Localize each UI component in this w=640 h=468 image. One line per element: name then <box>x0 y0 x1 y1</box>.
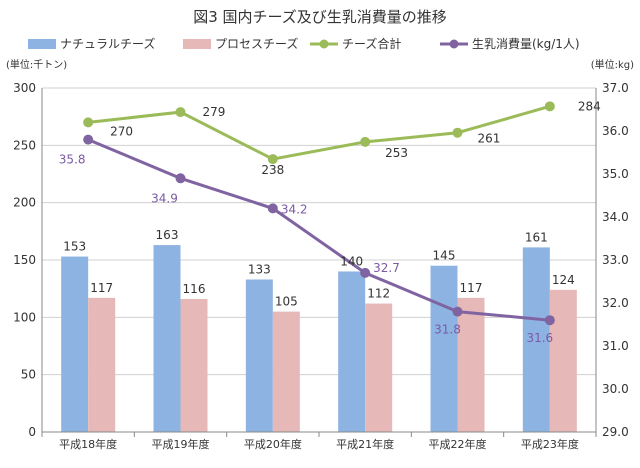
bar-value-label: 117 <box>460 281 483 295</box>
right-tick-label: 37.0 <box>602 81 629 95</box>
cheese-total-label: 270 <box>110 124 133 138</box>
milk-consumption-label: 35.8 <box>59 153 86 167</box>
axes: 0 50 100 150 200 250 300 29.0 30.0 31.0 32.0 33.0 34… <box>13 81 629 451</box>
bar-value-label: 105 <box>275 295 298 309</box>
right-tick-label: 35.0 <box>602 167 629 181</box>
point-cheese-total <box>544 101 555 112</box>
category-label: 平成23年度 <box>521 437 579 451</box>
bar-value-label: 140 <box>340 254 363 268</box>
bar-natural-cheese <box>430 265 458 432</box>
bar-value-label: 161 <box>525 230 548 244</box>
bar-value-label: 153 <box>63 240 86 254</box>
chart-title: 図3 国内チーズ及び生乳消費量の推移 <box>193 8 447 26</box>
bar-process-cheese <box>88 297 116 432</box>
point-milk-consumption <box>175 173 186 184</box>
milk-consumption-label: 32.7 <box>373 261 400 275</box>
bar-value-label: 117 <box>90 281 113 295</box>
right-tick-label: 29.0 <box>602 425 629 439</box>
bar-natural-cheese <box>61 256 89 432</box>
legend-entry: ナチュラルチーズ <box>60 36 155 51</box>
legend-swatch <box>183 39 211 49</box>
left-tick-label: 200 <box>13 196 36 210</box>
bar-process-cheese <box>457 297 485 432</box>
point-cheese-total <box>360 136 371 147</box>
cheese-total-label: 238 <box>261 163 284 177</box>
right-tick-label: 34.0 <box>602 210 629 224</box>
bar-natural-cheese <box>522 247 550 432</box>
category-label: 平成18年度 <box>59 437 117 451</box>
point-cheese-total <box>452 127 463 138</box>
data-labels: 153 163 133 140 145 161 117 116 105 112 117 124 270 2… <box>59 99 601 345</box>
legend-entry: 生乳消費量(kg/1人) <box>472 36 580 51</box>
point-milk-consumption <box>83 134 94 145</box>
category-label: 平成22年度 <box>429 437 487 451</box>
bar-value-label: 116 <box>183 282 206 296</box>
left-tick-label: 150 <box>13 253 36 267</box>
legend-swatch <box>28 39 56 49</box>
legend-marker <box>449 39 459 49</box>
point-milk-consumption <box>452 306 463 317</box>
bar-value-label: 124 <box>552 273 575 287</box>
bar-natural-cheese <box>153 245 181 432</box>
right-tick-label: 31.0 <box>602 339 629 353</box>
right-tick-label: 30.0 <box>602 382 629 396</box>
category-label: 平成20年度 <box>244 437 302 451</box>
milk-consumption-label: 34.9 <box>151 191 178 205</box>
left-axis-unit: (単位:千トン) <box>6 58 67 71</box>
right-tick-label: 36.0 <box>602 124 629 138</box>
milk-consumption-label: 31.6 <box>526 331 553 345</box>
cheese-total-label: 279 <box>203 105 226 119</box>
line-cheese-total <box>88 104 551 161</box>
line-milk-consumption <box>87 138 550 322</box>
bar-process-cheese <box>272 311 300 432</box>
bar-value-label: 145 <box>433 249 456 263</box>
bar-value-label: 163 <box>156 228 179 242</box>
milk-consumption-label: 34.2 <box>281 202 308 216</box>
bar-value-label: 112 <box>367 287 390 301</box>
cheese-total-label: 261 <box>478 132 501 146</box>
category-label: 平成21年度 <box>336 437 394 451</box>
cheese-total-label: 253 <box>385 146 408 160</box>
point-milk-consumption <box>544 315 555 326</box>
bar-process-cheese <box>180 298 208 432</box>
legend-marker <box>319 39 329 49</box>
category-label: 平成19年度 <box>152 437 210 451</box>
legend-entry: チーズ合計 <box>342 36 401 51</box>
point-cheese-total <box>83 117 94 128</box>
left-tick-label: 300 <box>13 81 36 95</box>
right-tick-label: 32.0 <box>602 296 629 310</box>
point-cheese-total <box>175 107 186 118</box>
bars <box>61 245 577 432</box>
lines <box>83 101 555 326</box>
point-milk-consumption <box>267 203 278 214</box>
right-axis-unit: (単位:kg) <box>591 58 634 71</box>
milk-consumption-label: 31.8 <box>434 323 461 337</box>
left-tick-label: 0 <box>28 425 36 439</box>
point-cheese-total <box>267 154 278 165</box>
legend-entry: プロセスチーズ <box>215 36 298 51</box>
bar-process-cheese <box>549 289 577 432</box>
legend: ナチュラルチーズ プロセスチーズ チーズ合計 生乳消費量(kg/1人) <box>28 36 580 51</box>
cheese-total-label: 284 <box>578 99 601 113</box>
bar-value-label: 133 <box>248 262 271 276</box>
gridlines <box>42 87 596 433</box>
left-tick-label: 100 <box>13 310 36 324</box>
bar-natural-cheese <box>338 271 366 432</box>
bar-natural-cheese <box>245 279 273 432</box>
right-tick-label: 33.0 <box>602 253 629 267</box>
left-tick-label: 250 <box>13 138 36 152</box>
bar-process-cheese <box>365 303 393 432</box>
left-tick-label: 50 <box>21 368 36 382</box>
point-milk-consumption <box>360 267 371 278</box>
